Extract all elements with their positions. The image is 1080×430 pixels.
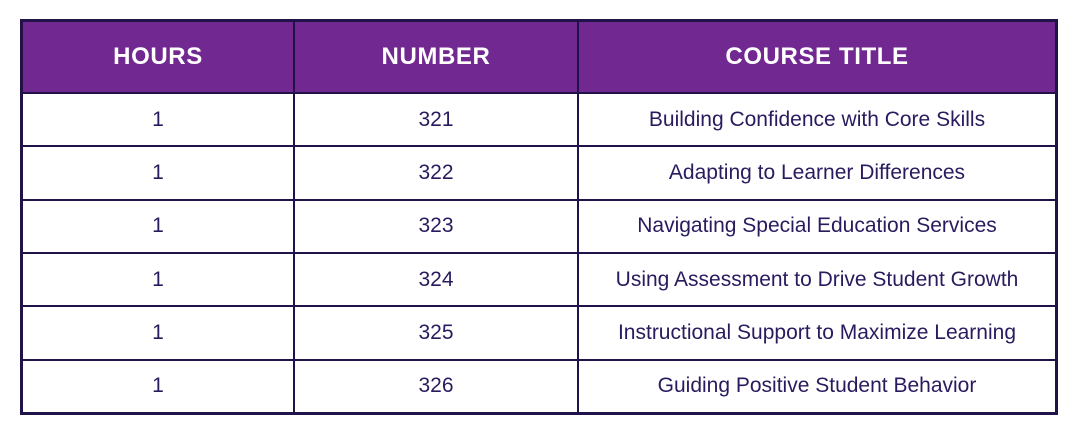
- header-cell-hours: HOURS: [23, 22, 295, 92]
- hours-cell: 1: [23, 307, 295, 359]
- table-row: 1 323 Navigating Special Education Servi…: [23, 198, 1055, 252]
- table-row: 1 322 Adapting to Learner Differences: [23, 145, 1055, 199]
- header-cell-course-title: COURSE TITLE: [725, 43, 909, 70]
- table-row: 1 324 Using Assessment to Drive Student …: [23, 251, 1055, 306]
- number-cell: 321: [295, 94, 579, 146]
- course-title-cell: Building Confidence with Core Skills: [648, 107, 986, 131]
- table-row: 1 321 Building Confidence with Core Skil…: [23, 92, 1055, 146]
- course-hours-table: HOURS NUMBER COURSE TITLE 1 321 Building…: [20, 19, 1058, 415]
- header-cell-number: NUMBER: [295, 22, 579, 92]
- table-header-row: HOURS NUMBER COURSE TITLE: [23, 22, 1055, 92]
- table-row: 1 326 Guiding Positive Student Behavior: [23, 358, 1055, 412]
- hours-cell: 1: [23, 360, 295, 412]
- number-cell: 326: [295, 360, 579, 412]
- number-cell: 322: [295, 147, 579, 199]
- number-cell: 324: [295, 253, 579, 306]
- number-cell: 323: [295, 200, 579, 252]
- hours-cell: 1: [23, 253, 295, 306]
- table-row: 1 325 Instructional Support to Maximize …: [23, 305, 1055, 359]
- hours-cell: 1: [23, 200, 295, 252]
- course-title-cell: Adapting to Learner Differences: [668, 160, 966, 184]
- number-cell: 325: [295, 307, 579, 359]
- hours-cell: 1: [23, 94, 295, 146]
- course-title-cell: Guiding Positive Student Behavior: [657, 374, 977, 398]
- course-title-cell: Using Assessment to Drive Student Growth: [615, 267, 1019, 291]
- hours-cell: 1: [23, 147, 295, 199]
- course-title-cell: Navigating Special Education Services: [637, 214, 997, 238]
- course-title-cell: Instructional Support to Maximize Learni…: [617, 320, 1017, 344]
